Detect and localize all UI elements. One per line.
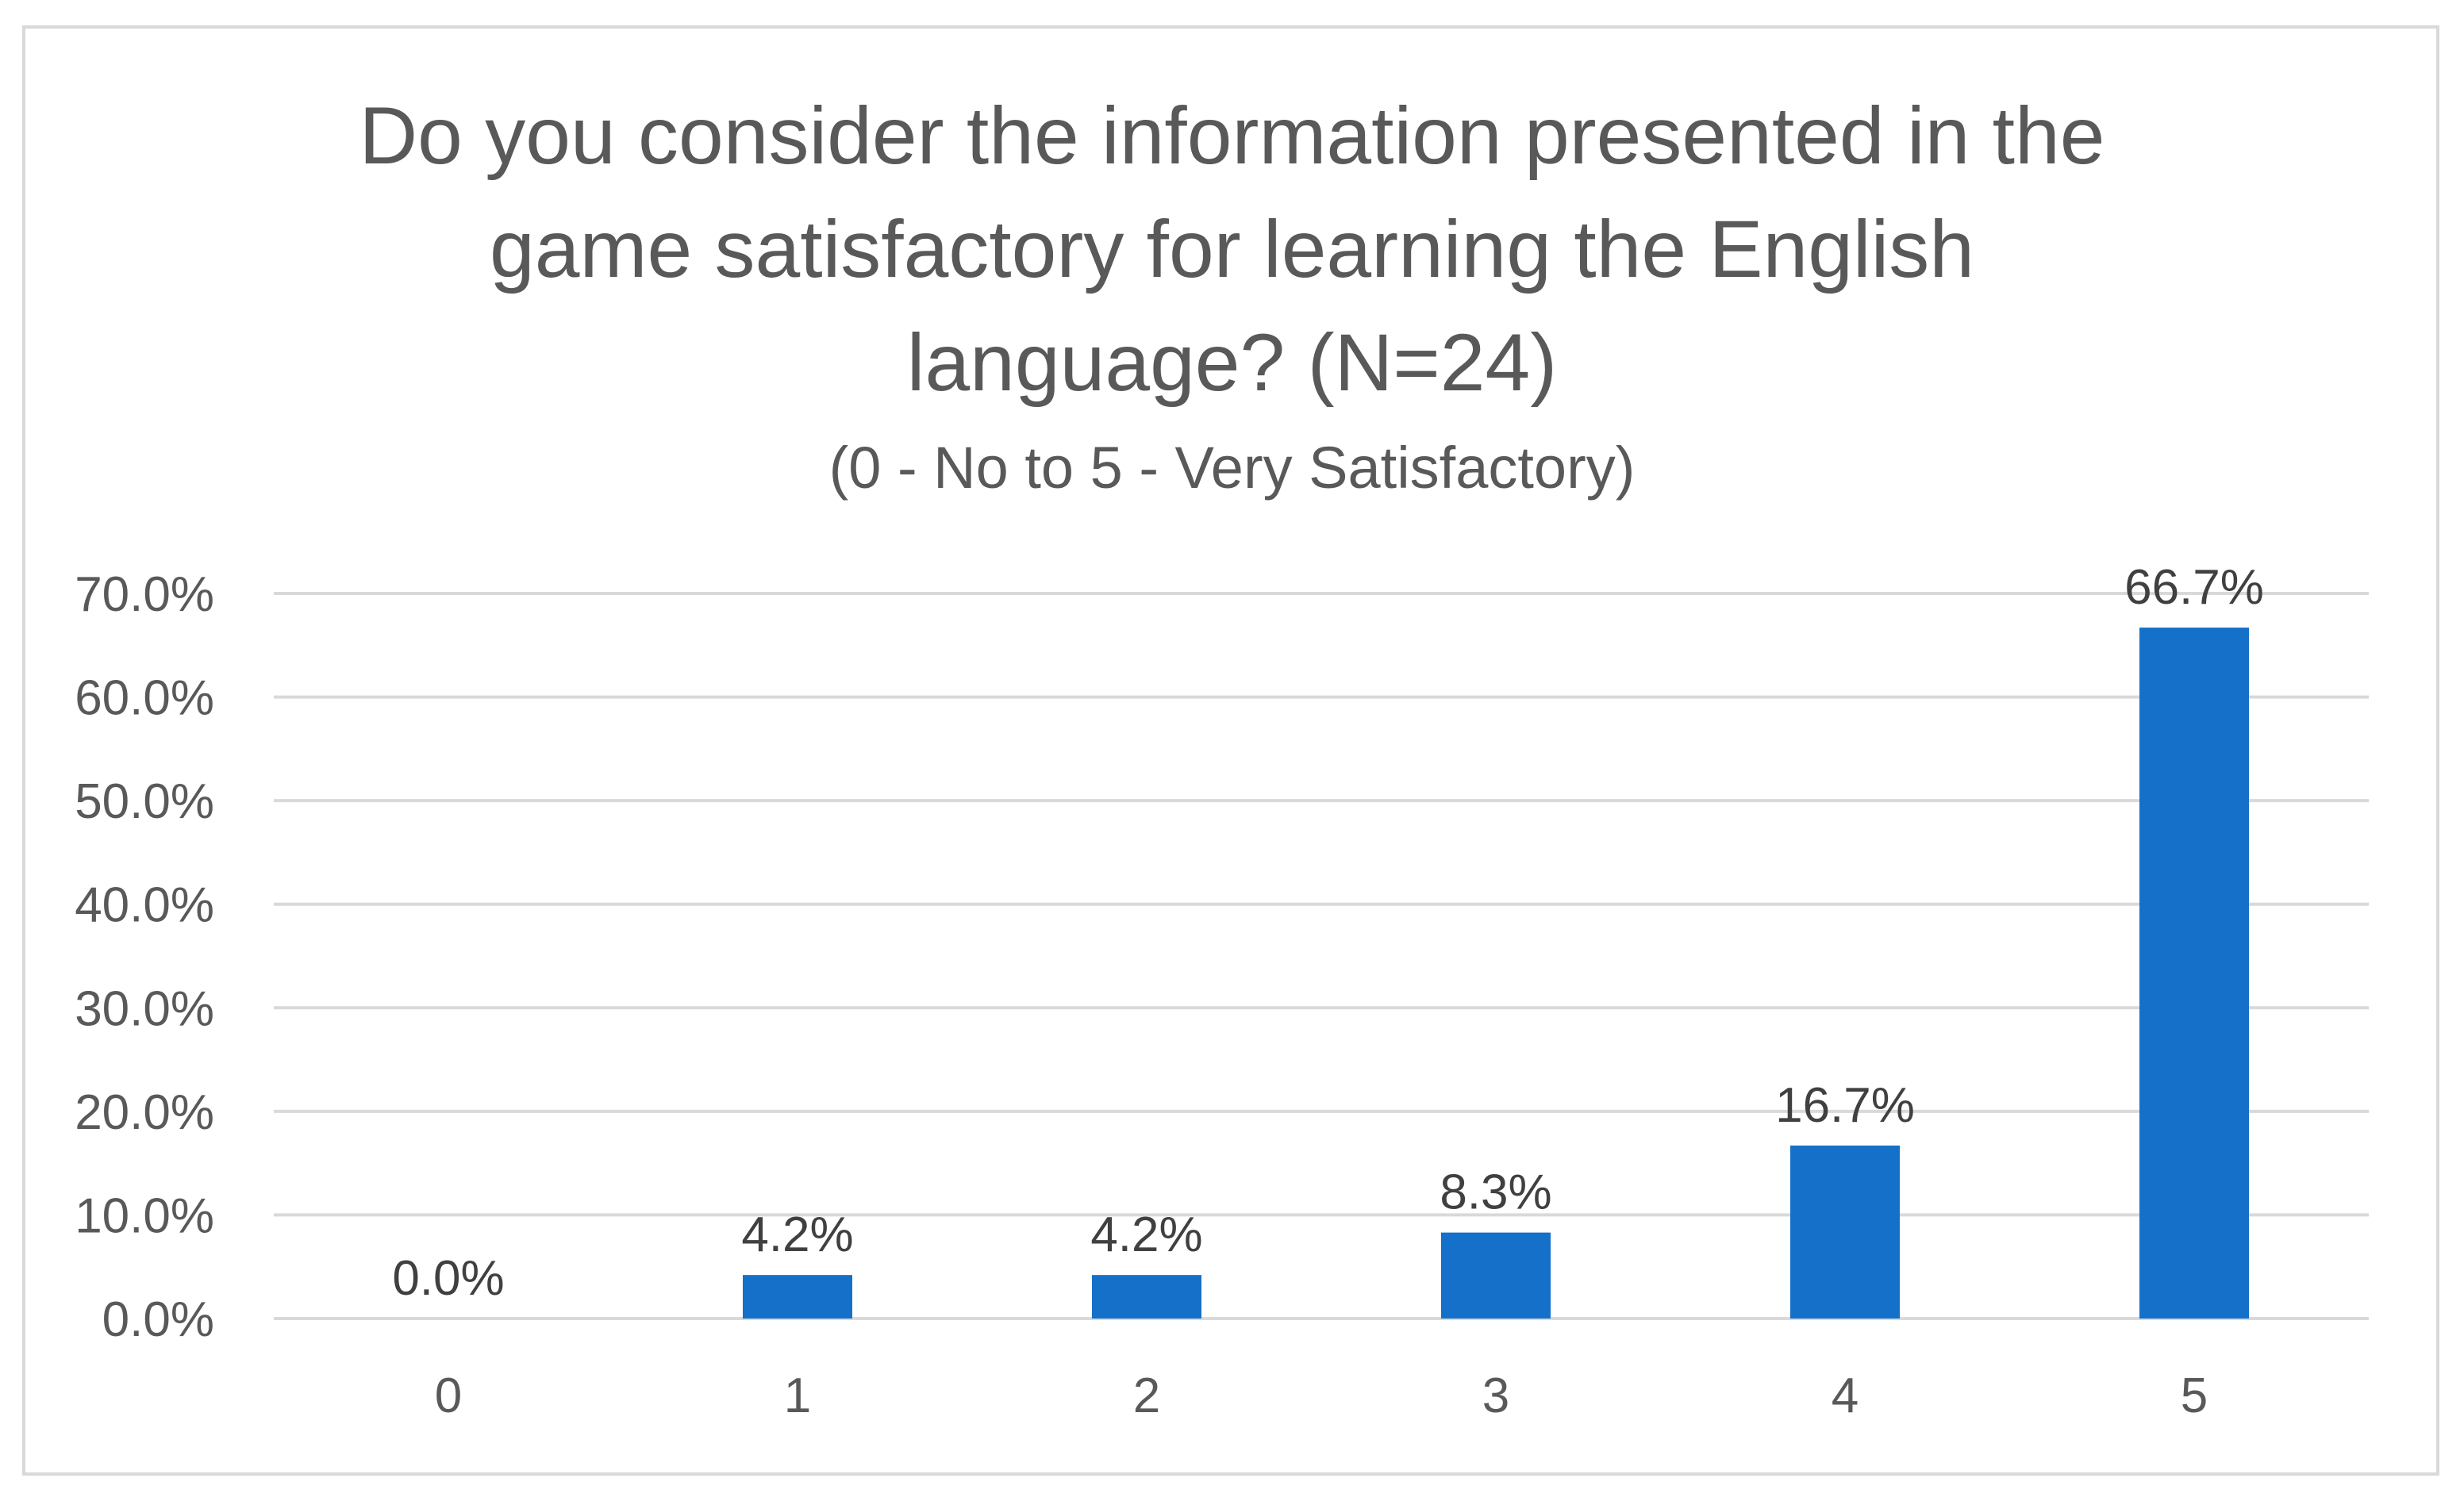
- bars: [743, 628, 2249, 1319]
- y-tick-label: 0.0%: [102, 1292, 214, 1347]
- y-tick-label: 50.0%: [75, 774, 214, 829]
- chart-title-line-2: game satisfactory for learning the Engli…: [490, 204, 1974, 294]
- chart-title: Do you consider the information presente…: [0, 79, 2464, 420]
- data-label-5: 66.7%: [2124, 560, 2264, 615]
- x-tick-label-0: 0: [435, 1369, 462, 1423]
- chart-frame: [22, 25, 2439, 1476]
- x-tick-label-1: 1: [784, 1369, 811, 1423]
- data-label-3: 8.3%: [1440, 1165, 1551, 1220]
- data-label-4: 16.7%: [1775, 1078, 1915, 1133]
- y-tick-label: 40.0%: [75, 878, 214, 933]
- bar-1: [743, 1275, 852, 1319]
- x-tick-label-5: 5: [2181, 1369, 2208, 1423]
- x-tick-label-4: 4: [1832, 1369, 1859, 1423]
- x-axis: 0 1 2 3 4 5: [435, 1369, 2208, 1423]
- y-tick-label: 60.0%: [75, 671, 214, 726]
- y-axis: 0.0% 10.0% 20.0% 30.0% 40.0% 50.0% 60.0% 70.0%: [75, 567, 214, 1347]
- y-tick-label: 10.0%: [75, 1188, 214, 1243]
- gridlines: [274, 592, 2369, 1320]
- bar-2: [1092, 1275, 1201, 1319]
- data-label-1: 4.2%: [741, 1207, 853, 1262]
- chart-title-line-1: Do you consider the information presente…: [359, 90, 2105, 181]
- y-tick-label: 20.0%: [75, 1085, 214, 1140]
- y-tick-label: 70.0%: [75, 567, 214, 622]
- x-tick-label-2: 2: [1133, 1369, 1160, 1423]
- bar-3: [1441, 1232, 1551, 1319]
- data-label-2: 4.2%: [1090, 1207, 1202, 1262]
- y-tick-label: 30.0%: [75, 981, 214, 1036]
- data-labels: 0.0% 4.2% 4.2% 8.3% 16.7% 66.7%: [392, 560, 2264, 1306]
- bar-4: [1790, 1145, 1900, 1319]
- chart-subtitle: (0 - No to 5 - Very Satisfactory): [828, 435, 1636, 501]
- data-label-0: 0.0%: [392, 1251, 504, 1306]
- chart-title-line-3: language? (N=24): [906, 317, 1558, 408]
- bar-5: [2139, 628, 2249, 1319]
- x-tick-label-3: 3: [1482, 1369, 1509, 1423]
